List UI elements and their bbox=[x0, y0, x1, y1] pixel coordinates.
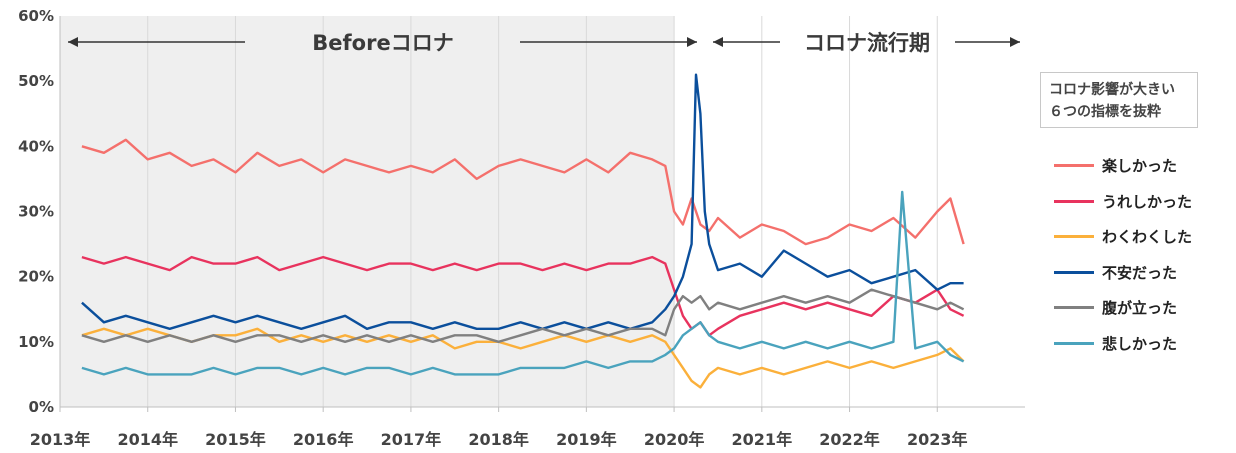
region-arrow-corona-right-head bbox=[1010, 37, 1020, 47]
legend-swatch bbox=[1054, 341, 1094, 345]
x-tick-label: 2019年 bbox=[556, 430, 617, 449]
chart-legend: 楽しかったうれしかった わくわくした 不安だった腹が立った悲しかった bbox=[1054, 148, 1192, 361]
series-line-5 bbox=[81, 190, 965, 376]
legend-title-line-2: ６つの指標を抜粋 bbox=[1049, 104, 1161, 120]
x-tick-label: 2023年 bbox=[907, 430, 968, 449]
legend-label: 悲しかった bbox=[1102, 334, 1178, 353]
legend-label: 腹が立った bbox=[1102, 299, 1178, 318]
x-tick-label: 2020年 bbox=[644, 430, 705, 449]
y-tick-label: 20% bbox=[18, 268, 54, 286]
series-line-3 bbox=[81, 73, 964, 330]
legend-title-box: コロナ影響が大きい ６つの指標を抜粋 bbox=[1040, 72, 1198, 128]
region-arrow-corona-left-head bbox=[713, 37, 723, 47]
legend-item: 不安だった bbox=[1054, 255, 1192, 291]
x-tick-label: 2015年 bbox=[205, 430, 266, 449]
legend-title-line-1: コロナ影響が大きい bbox=[1049, 82, 1175, 98]
region-arrow-before-right-head bbox=[687, 37, 697, 47]
legend-label: 不安だった bbox=[1102, 263, 1178, 282]
y-tick-label: 50% bbox=[18, 72, 54, 90]
y-tick-label: 30% bbox=[18, 203, 54, 221]
y-tick-label: 10% bbox=[18, 333, 54, 351]
legend-label: うれしかった bbox=[1102, 192, 1193, 211]
x-tick-label: 2013年 bbox=[30, 430, 91, 449]
y-tick-label: 40% bbox=[18, 137, 54, 155]
region-label-corona: コロナ流行期 bbox=[804, 31, 930, 55]
legend-label: わくわくした bbox=[1102, 228, 1193, 247]
legend-item: 楽しかった bbox=[1054, 148, 1192, 184]
x-tick-label: 2016年 bbox=[293, 430, 354, 449]
series-line-4 bbox=[81, 288, 965, 343]
legend-item: うれしかった bbox=[1054, 184, 1192, 220]
series-line-2 bbox=[81, 327, 965, 389]
series-line-1 bbox=[81, 255, 965, 337]
x-tick-label: 2018年 bbox=[468, 430, 529, 449]
legend-swatch bbox=[1054, 270, 1094, 274]
x-tick-label: 2017年 bbox=[381, 430, 442, 449]
x-tick-label: 2014年 bbox=[117, 430, 178, 449]
region-shade-0 bbox=[60, 16, 675, 407]
series-line-0 bbox=[81, 138, 965, 246]
legend-swatch bbox=[1054, 306, 1094, 310]
legend-swatch bbox=[1054, 235, 1094, 239]
y-tick-label: 60% bbox=[18, 7, 54, 25]
legend-swatch bbox=[1054, 164, 1094, 168]
legend-label: 楽しかった bbox=[1102, 157, 1178, 176]
region-label-before: Beforeコロナ bbox=[312, 31, 453, 55]
legend-item: 腹が立った bbox=[1054, 290, 1192, 326]
legend-item: わくわくした bbox=[1054, 219, 1192, 255]
x-tick-label: 2021年 bbox=[732, 430, 793, 449]
region-arrow-before-left-head bbox=[68, 37, 78, 47]
legend-item: 悲しかった bbox=[1054, 326, 1192, 362]
x-tick-label: 2022年 bbox=[819, 430, 880, 449]
legend-swatch bbox=[1054, 199, 1094, 203]
y-tick-label: 0% bbox=[29, 398, 54, 416]
